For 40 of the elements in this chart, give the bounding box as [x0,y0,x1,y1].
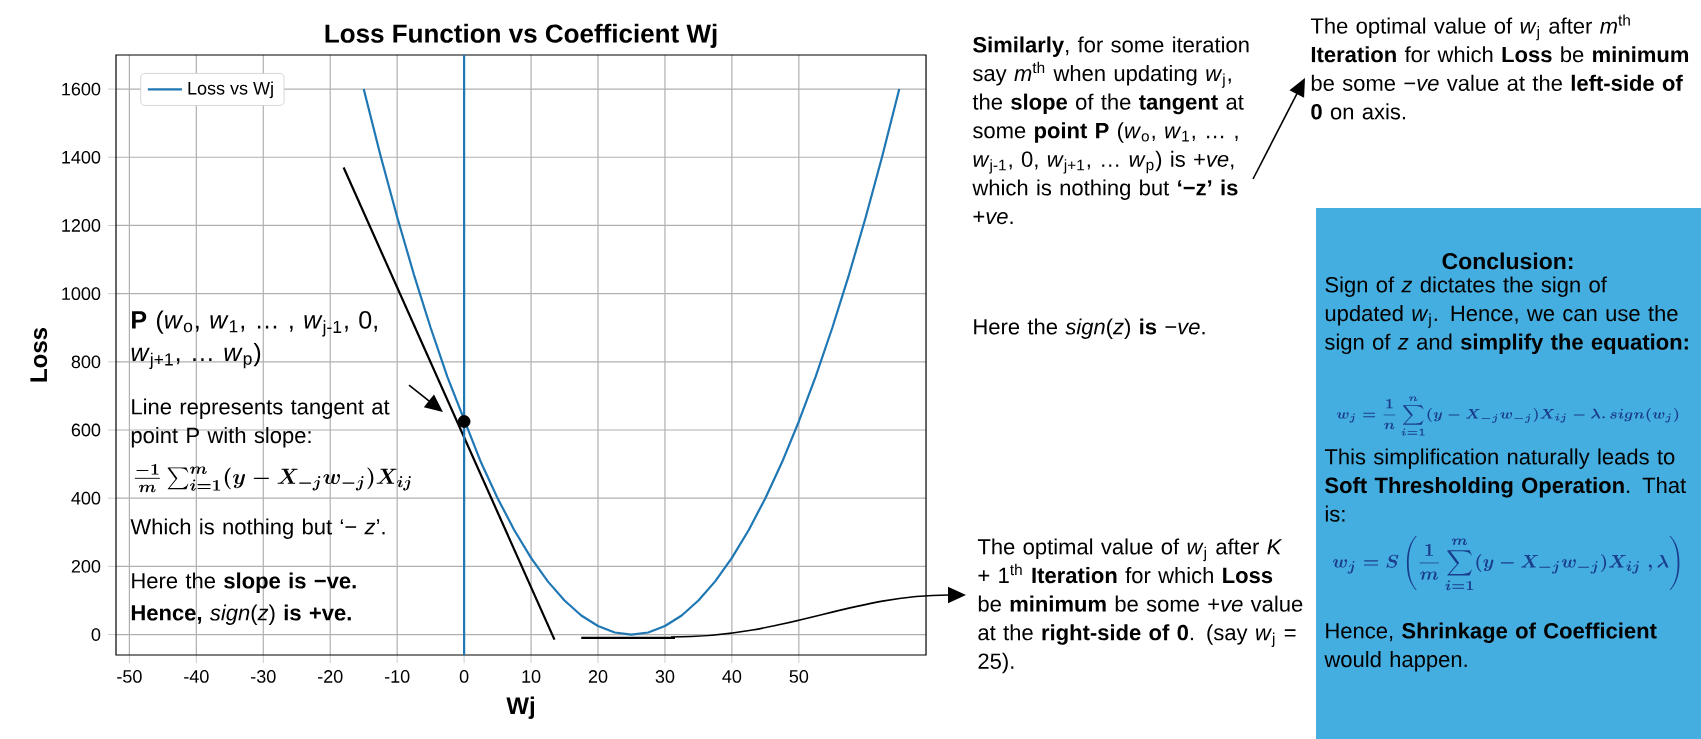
x-tick-label: 40 [722,670,742,683]
annotation: Here the slope is −ve. [132,572,356,593]
x-tick-label: -30 [251,670,276,683]
y-tick-label: 400 [71,491,101,505]
x-tick-label: -50 [117,670,142,683]
y-tick-label: 800 [71,355,101,369]
x-tick-label: 0 [459,670,469,683]
y-axis-title: Loss [30,327,48,382]
y-tick-label: 1000 [62,287,101,301]
text: $\boldsymbol{w_j = S\left(\frac{1}{m}\sum_{i=1}^{m}(y - X_{-j}w_{-j})X_{ij}\;,\lambda\right)}$ [1332,535,1680,591]
y-tick-label: 1600 [62,82,101,96]
text: The optimal value of w$_{j}$ after K + 1$^{th}$ Iteration for which Loss be minimum be some +ve value at the right-side of 0. (say w$_{j}$ = 25). [977,538,1303,674]
x-axis-title: Wj [506,696,534,719]
annotation: $\boldsymbol{\frac{-1}{m}\sum_{i=1}^{m}(y - X_{-j}w_{-j})X_{ij}}$ [134,463,411,493]
y-tick-label: 200 [71,559,101,573]
x-tick-label: 50 [789,670,809,683]
text: Conclusion: [1442,252,1573,270]
text: P (w$_{o}$, w$_{1}$, … , w$_{j-1}$, 0, w$_{j+1}$, … w$_{p}$) [131,310,377,370]
x-tick-label: -40 [184,670,209,683]
text: The optimal value of w$_{j}$ after m$^{th}$ Iteration for which Loss be minimum be some −ve value at the left-side of 0 on axis. [1310,14,1689,120]
y-tick-label: 1200 [62,219,101,232]
chart-title: Loss Function vs Coefficient Wj [325,23,717,48]
x-tick-label: 20 [588,670,608,683]
annotation: Line represents tangent at point P with slope: [131,398,390,448]
annotation: Which is nothing but ‘− z’. [130,518,385,539]
y-tick-label: 600 [71,423,101,437]
y-tick-label: 0 [91,628,101,641]
x-tick-label: -20 [318,670,343,683]
x-tick-label: 30 [655,670,675,683]
x-tick-label: 10 [522,670,541,683]
x-tick-label: -10 [384,670,410,683]
text: Similarly, for some iteration say m$^{th}$ when updating w$_{j}$, the slope of the tangent at some point P (w$_{o}$, w$_{1}$, … , w$_{j-1}$, 0, w$_{j+1}$, … w$_{p}$) is +ve, which is nothing but ‘−z’ is +ve. [972,36,1249,225]
text: This simplification naturally leads to Soft Thresholding Operation. That is: [1324,448,1687,522]
text: Here the sign(z) is −ve. [974,318,1205,339]
text: Hence, Shrinkage of Coefficient would happen. [1324,622,1657,672]
annotation: Hence, sign(z) is +ve. [131,604,351,625]
text: $\boldsymbol{w_j = \frac{1}{n}\sum_{i=1}^{n}(y - X_{-j}w_{-j})X_{ij} - \lambda.\,sign(w_j)}$ [1336,396,1679,436]
legend-label: Loss vs Wj [188,81,273,99]
y-tick-label: 1400 [62,150,101,164]
text: Sign of z dictates the sign of updated w$_{j}$. Hence, we can use the sign of z and simplify the equation: [1325,276,1688,355]
